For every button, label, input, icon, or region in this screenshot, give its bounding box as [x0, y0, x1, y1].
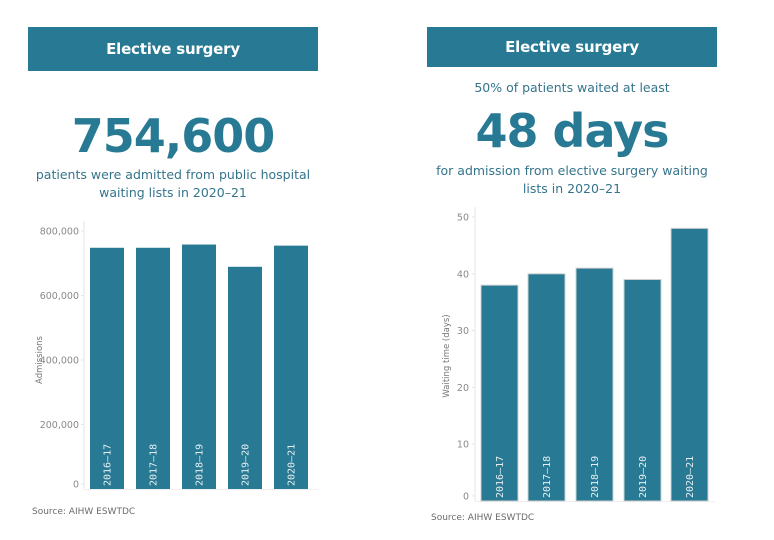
left-bar-category-label: 2016–17: [103, 444, 114, 486]
left-bar: [136, 247, 170, 489]
right-subtext: for admission from elective surgery wait…: [420, 162, 724, 198]
right-pretext: 50% of patients waited at least: [474, 80, 670, 95]
left-source-note: Source: AIHW ESWTDC: [32, 507, 136, 517]
right-y-tick-label: 20: [457, 383, 469, 394]
left-y-tick-label: 400,000: [40, 356, 79, 367]
right-header-title: Elective surgery: [505, 38, 639, 56]
left-y-axis-title: Admissions: [35, 335, 45, 384]
right-y-tick-label: 0: [463, 492, 469, 503]
left-y-tick-label: 200,000: [40, 420, 79, 431]
left-bar-category-label: 2020–21: [287, 444, 298, 486]
right-bar-chart: 0 10 20 30 40 50 Waiting time (days) 2016–17 201…: [442, 207, 715, 503]
right-bar: [575, 267, 614, 502]
right-bar-category-label: 2017–18: [542, 456, 553, 498]
right-bar: [623, 278, 662, 502]
right-bar-category-label: 2020–21: [685, 456, 696, 498]
right-y-tick-label: 50: [457, 213, 469, 224]
right-bar-category-label: 2019–20: [638, 456, 649, 498]
right-bar: [670, 227, 709, 502]
left-bar: [90, 247, 124, 489]
left-subtext: patients were admitted from public hospi…: [28, 166, 318, 202]
left-subtext-line1: patients were admitted from public hospi…: [35, 167, 311, 182]
left-bar: [182, 244, 216, 489]
right-headline-number: 48 days: [475, 104, 670, 158]
left-y-tick-label: 800,000: [40, 227, 79, 238]
right-subtext-line1: for admission from elective surgery wait…: [436, 163, 708, 178]
right-header: Elective surgery: [427, 27, 717, 67]
right-y-tick-label: 10: [457, 440, 469, 451]
right-y-axis-title: Waiting time (days): [442, 314, 452, 397]
left-header: Elective surgery: [28, 27, 318, 71]
left-y-tick-label: 600,000: [40, 291, 79, 302]
right-bar: [480, 284, 519, 502]
left-header-title: Elective surgery: [106, 40, 240, 58]
left-subtext-line2: waiting lists in 2020–21: [99, 185, 247, 200]
right-bar: [527, 273, 566, 502]
right-source-note: Source: AIHW ESWTDC: [431, 513, 535, 523]
left-bar: [274, 245, 308, 489]
left-headline-number: 754,600: [71, 109, 276, 163]
left-y-tick-label: 0: [73, 480, 79, 491]
left-bar-chart: 0 200,000 400,000 600,000 800,000 Admissions 2…: [35, 221, 318, 491]
right-subtext-line2: lists in 2020–21: [522, 181, 622, 196]
right-y-tick-label: 30: [457, 326, 469, 337]
right-y-tick-label: 40: [457, 269, 469, 280]
left-bar-category-label: 2018–19: [195, 444, 206, 486]
left-bar: [228, 266, 262, 489]
left-bar-category-label: 2017–18: [149, 444, 160, 486]
left-bar-category-label: 2019–20: [241, 444, 252, 486]
right-bar-category-label: 2016–17: [495, 456, 506, 498]
right-bar-category-label: 2018–19: [590, 456, 601, 498]
